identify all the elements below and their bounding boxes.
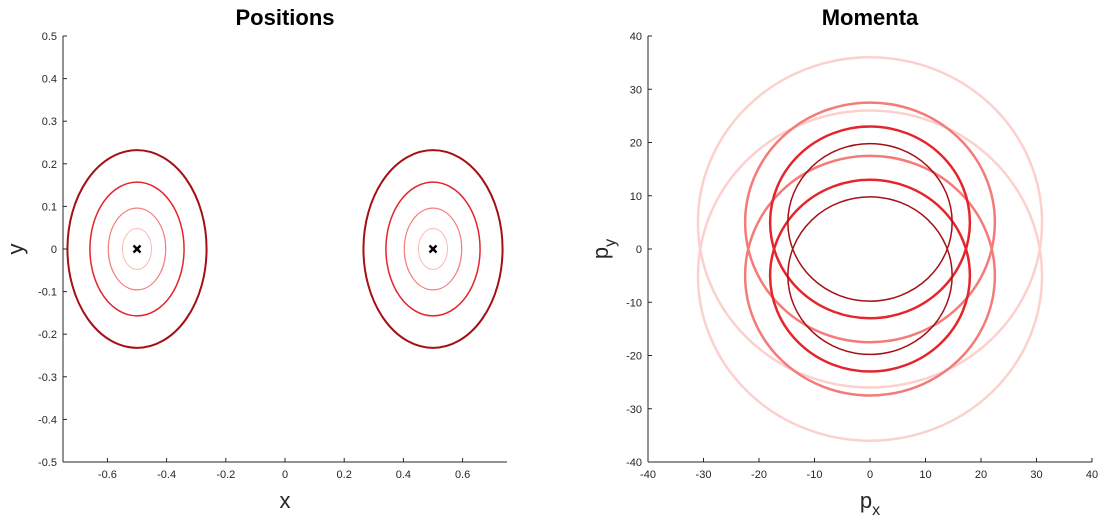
contour-ellipse-6 <box>787 142 953 302</box>
contour-ellipse-0 <box>66 149 208 349</box>
y-tick-label: 0 <box>51 244 57 256</box>
contour-ellipse-1 <box>89 181 185 317</box>
y-tick-label: 0.3 <box>42 116 57 128</box>
x-tick-label: -40 <box>640 469 656 481</box>
x-tick-label: 40 <box>1086 469 1098 481</box>
contour-ellipse-4 <box>362 149 504 349</box>
x-axis-label: px <box>860 488 880 519</box>
y-axis-label: y <box>3 244 28 255</box>
y-tick-label: -0.5 <box>38 457 57 469</box>
contour-ellipse-3 <box>743 154 997 397</box>
chart-title: Momenta <box>822 5 919 30</box>
contour-ellipse-0 <box>696 56 1044 389</box>
y-tick-label: -10 <box>626 297 642 309</box>
contour-ellipse-4 <box>768 125 972 320</box>
contour-ellipse-5 <box>385 181 481 317</box>
x-axis-label: x <box>280 488 291 513</box>
x-tick-label: 10 <box>919 469 931 481</box>
contour-ellipse-6 <box>403 207 463 291</box>
x-tick-label: -20 <box>751 469 767 481</box>
contour-ellipse-2 <box>743 101 997 344</box>
positions-panel: -0.6 -0.4 -0.2 0 0.2 0.4 0.6 -0.5 -0.4 -0.3 -0.2 -0… <box>3 5 507 513</box>
y-tick-label: 20 <box>630 138 642 150</box>
x-tick-label: 0.6 <box>455 469 470 481</box>
y-tick-label: 0.4 <box>42 74 57 86</box>
y-axis-label: py <box>588 239 619 259</box>
chart-title: Positions <box>235 5 334 30</box>
x-tick-label: 0.2 <box>337 469 352 481</box>
x-tick-label: -0.2 <box>216 469 235 481</box>
y-tick-label: 0 <box>636 244 642 256</box>
x-tick-label: 0 <box>282 469 288 481</box>
x-tick-label: 30 <box>1030 469 1042 481</box>
center-marker-0 <box>132 244 142 254</box>
y-tick-label: -0.1 <box>38 287 57 299</box>
contour-ellipse-3 <box>121 228 153 270</box>
y-tick-label: 10 <box>630 191 642 203</box>
contour-ellipse-5 <box>768 178 972 373</box>
y-tick-label: -0.4 <box>38 414 57 426</box>
y-tick-label: -0.3 <box>38 372 57 384</box>
contour-ellipse-2 <box>107 207 167 291</box>
x-tick-label: 0.4 <box>396 469 411 481</box>
y-tick-label: 0.5 <box>42 31 57 43</box>
y-tick-label: -20 <box>626 351 642 363</box>
x-axis-label-subscript: x <box>872 502 880 519</box>
x-tick-label: -30 <box>696 469 712 481</box>
x-tick-label: -0.4 <box>157 469 176 481</box>
x-tick-label: -10 <box>807 469 823 481</box>
center-marker-1 <box>428 244 438 254</box>
y-tick-label: -30 <box>626 404 642 416</box>
y-tick-label: 0.2 <box>42 159 57 171</box>
y-tick-label: 0.1 <box>42 201 57 213</box>
momenta-panel: -40 -30 -20 -10 0 10 20 30 40 -40 -30 -20 -10 0 10 20 30… <box>588 5 1098 519</box>
x-tick-label: 0 <box>867 469 873 481</box>
contour-ellipse-1 <box>696 109 1044 442</box>
y-axis-label-subscript: y <box>602 239 619 247</box>
y-tick-label: 30 <box>630 84 642 96</box>
y-tick-label: -0.2 <box>38 329 57 341</box>
contour-ellipse-7 <box>417 228 449 270</box>
y-tick-label: -40 <box>626 457 642 469</box>
y-tick-label: 40 <box>630 31 642 43</box>
x-tick-label: -0.6 <box>98 469 117 481</box>
contour-ellipse-7 <box>787 196 953 356</box>
x-tick-label: 20 <box>975 469 987 481</box>
